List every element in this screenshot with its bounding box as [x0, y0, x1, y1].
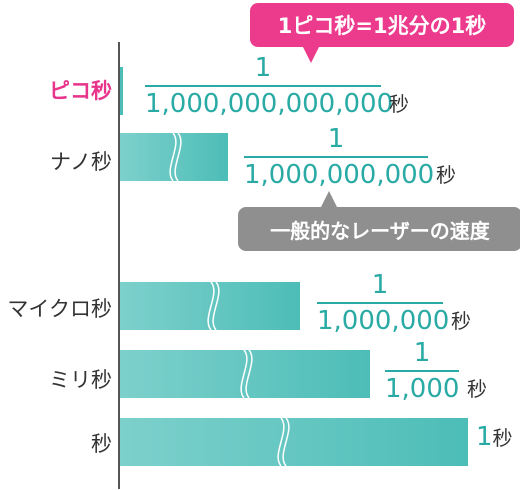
value-number: 1 [476, 422, 493, 452]
unit: 秒 [492, 426, 513, 450]
numerator: 1 [254, 53, 272, 83]
fraction-micro: 1 1,000,000 秒 [317, 270, 471, 336]
denominator: 1,000,000 [317, 306, 450, 336]
pico-definition-callout: 1ピコ秒=1兆分の1秒 [250, 3, 514, 63]
row-label-pico: ピコ秒 [49, 79, 112, 103]
unit: 秒 [389, 92, 409, 116]
fraction-nano: 1 1,000,000,000 秒 [244, 124, 456, 190]
numerator: 1 [371, 270, 389, 300]
bar-micro [120, 282, 300, 330]
row-label-nano: ナノ秒 [50, 150, 112, 174]
denominator: 1,000 [385, 374, 460, 404]
break-mark [207, 282, 220, 330]
callout-tail [302, 45, 320, 63]
callout-tail [320, 191, 338, 209]
break-mark [169, 133, 182, 181]
numerator: 1 [327, 124, 345, 154]
unit: 秒 [451, 309, 471, 333]
bar-nano [120, 133, 228, 181]
fraction-line [145, 85, 381, 87]
bar-pico [120, 67, 123, 115]
value-second: 1秒 [476, 422, 513, 452]
numerator: 1 [413, 338, 431, 368]
fraction-milli: 1 1,000 秒 [385, 338, 487, 404]
vertical-axis [118, 42, 120, 489]
denominator: 1,000,000,000 [244, 160, 435, 190]
row-label-micro: マイクロ秒 [7, 297, 112, 321]
fraction-pico: 1 1,000,000,000,000 秒 [145, 53, 409, 119]
row-label-milli: ミリ秒 [49, 368, 112, 392]
unit: 秒 [467, 377, 487, 401]
denominator: 1,000,000,000,000 [145, 89, 394, 119]
unit: 秒 [436, 163, 456, 187]
laser-speed-text: 一般的なレーザーの速度 [270, 218, 490, 243]
break-mark [240, 350, 253, 398]
laser-speed-callout: 一般的なレーザーの速度 [238, 191, 520, 251]
fraction-line [317, 302, 443, 304]
pico-definition-text: 1ピコ秒=1兆分の1秒 [277, 14, 487, 38]
bar-second [120, 418, 468, 466]
fraction-line [385, 370, 459, 372]
fraction-line [244, 156, 428, 158]
break-mark [277, 418, 290, 466]
bar-milli [120, 350, 370, 398]
row-label-second: 秒 [91, 432, 112, 456]
